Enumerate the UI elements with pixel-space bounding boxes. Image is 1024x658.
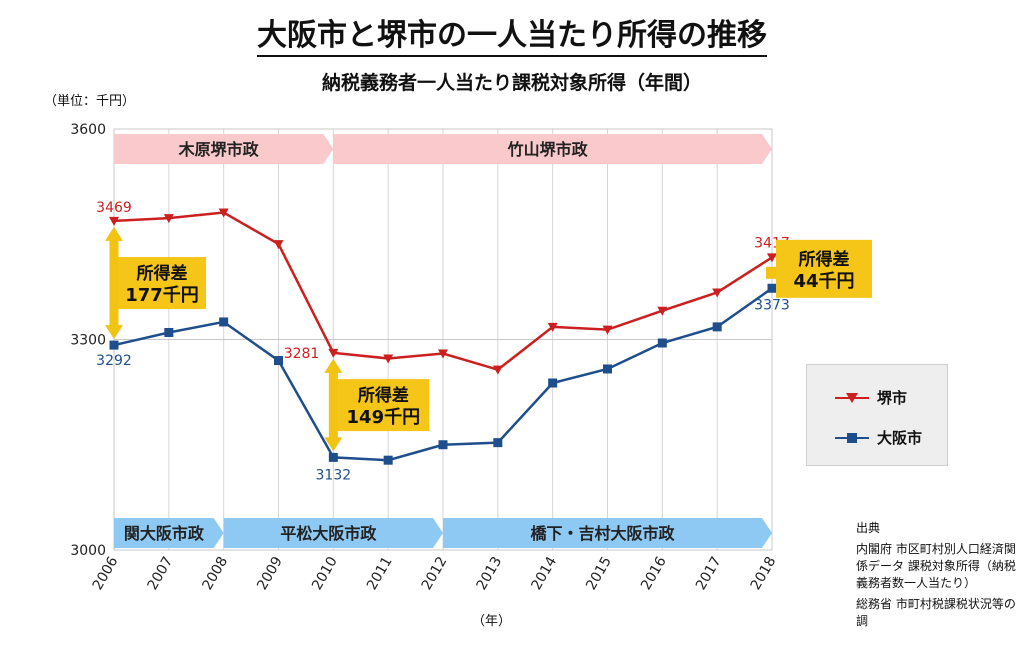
x-tick-label: 2010 <box>309 554 341 593</box>
data-point <box>603 364 612 374</box>
x-tick-label: 2006 <box>90 554 122 593</box>
chart-subtitle: 納税義務者一人当たり課税対象所得（年間） <box>321 72 702 94</box>
osaka-mayor-band <box>443 518 772 548</box>
legend-label: 大阪市 <box>877 429 923 447</box>
data-point <box>767 253 777 263</box>
data-point <box>438 440 448 450</box>
x-tick-label: 2013 <box>474 554 506 593</box>
data-point <box>328 348 339 358</box>
y-tick-label: 3000 <box>70 543 106 559</box>
data-point <box>602 325 613 335</box>
y-axis-unit-label: （単位：千円） <box>44 94 136 109</box>
x-tick-label: 2008 <box>199 554 231 593</box>
data-point <box>383 455 393 465</box>
x-tick-label: 2015 <box>583 554 615 593</box>
data-point <box>219 317 229 327</box>
data-point <box>712 288 723 298</box>
gap-box-label: 所得差 <box>137 263 188 284</box>
sakai-mayor-band-label: 竹山堺市政 <box>507 140 589 159</box>
data-point <box>109 216 119 226</box>
sakai-mayor-band <box>333 134 772 164</box>
gap-box-value: 177千円 <box>125 285 199 306</box>
x-tick-label: 2018 <box>748 554 780 593</box>
data-point <box>493 438 503 448</box>
gap-box <box>118 257 206 310</box>
data-point <box>328 452 338 462</box>
data-label: 3281 <box>284 346 320 362</box>
gap-arrow-head <box>105 325 123 340</box>
x-tick-label: 2016 <box>638 554 670 593</box>
data-point <box>163 214 174 224</box>
gap-box-label: 所得差 <box>799 249 850 270</box>
data-point <box>547 322 558 332</box>
y-tick-label: 3600 <box>70 122 106 138</box>
data-point <box>383 354 394 364</box>
osaka-mayor-band-label: 平松大阪市政 <box>280 524 377 543</box>
source-heading: 出典 <box>856 521 881 535</box>
osaka-mayor-band <box>223 518 443 548</box>
gap-arrow <box>766 266 778 279</box>
source-note: 出典 内閣府 市区町村別人口経済関係データ 課税対象所得（納税義務者数一人当たり… <box>856 520 1021 634</box>
gap-arrow-head <box>324 437 343 452</box>
gap-box <box>337 379 430 432</box>
sakai-mayor-band-label: 木原堺市政 <box>178 140 260 159</box>
x-tick-label: 2012 <box>419 554 451 593</box>
x-tick-label: 2007 <box>145 554 177 593</box>
data-label: 3292 <box>96 353 132 369</box>
x-tick-label: 2009 <box>254 554 286 593</box>
osaka-mayor-band-label: 関大阪市政 <box>124 524 205 543</box>
data-point <box>438 349 448 359</box>
legend-marker-square-icon <box>835 432 869 443</box>
legend-item-sakai: 堺市 <box>835 387 907 408</box>
chart-title: 大阪市と堺市の一人当たり所得の推移 <box>0 10 1024 57</box>
gap-arrow-head <box>324 358 343 373</box>
gap-box <box>776 239 872 298</box>
x-axis-unit-label: （年） <box>472 614 512 629</box>
data-point <box>274 356 283 366</box>
legend-item-osaka: 大阪市 <box>835 427 922 448</box>
legend-marker-triangle-icon <box>835 392 869 403</box>
source-line: 内閣府 市区町村別人口経済関係データ 課税対象所得（納税義務者数一人当たり） <box>856 542 1016 590</box>
data-point <box>657 338 667 348</box>
data-point <box>273 240 284 250</box>
x-tick-label: 2017 <box>693 554 725 593</box>
data-point <box>548 378 558 388</box>
osaka-mayor-band <box>114 518 224 548</box>
gap-box-label: 所得差 <box>358 385 409 406</box>
chart-title-text: 大阪市と堺市の一人当たり所得の推移 <box>257 18 767 57</box>
data-point <box>109 340 119 350</box>
data-point <box>712 322 722 332</box>
data-label: 3373 <box>754 297 790 313</box>
data-point <box>218 208 229 218</box>
osaka-mayor-band-label: 橋下・吉村大阪市政 <box>530 524 675 543</box>
data-point <box>767 283 777 293</box>
sakai-mayor-band <box>114 134 334 164</box>
chart-legend: 堺市 大阪市 <box>806 364 948 466</box>
data-point <box>657 306 668 316</box>
legend-label: 堺市 <box>877 389 908 407</box>
y-tick-label: 3300 <box>70 333 106 349</box>
data-label: 3469 <box>96 200 132 216</box>
gap-box-value: 149千円 <box>347 407 421 428</box>
data-label: 3132 <box>316 467 352 483</box>
source-line: 総務省 市町村税課税状況等の調 <box>856 597 1016 628</box>
gap-arrow-head <box>105 226 123 241</box>
x-tick-label: 2011 <box>364 554 396 593</box>
data-point <box>164 327 174 337</box>
x-tick-label: 2014 <box>528 554 560 593</box>
gap-box-value: 44千円 <box>793 271 854 292</box>
data-point <box>492 365 503 375</box>
